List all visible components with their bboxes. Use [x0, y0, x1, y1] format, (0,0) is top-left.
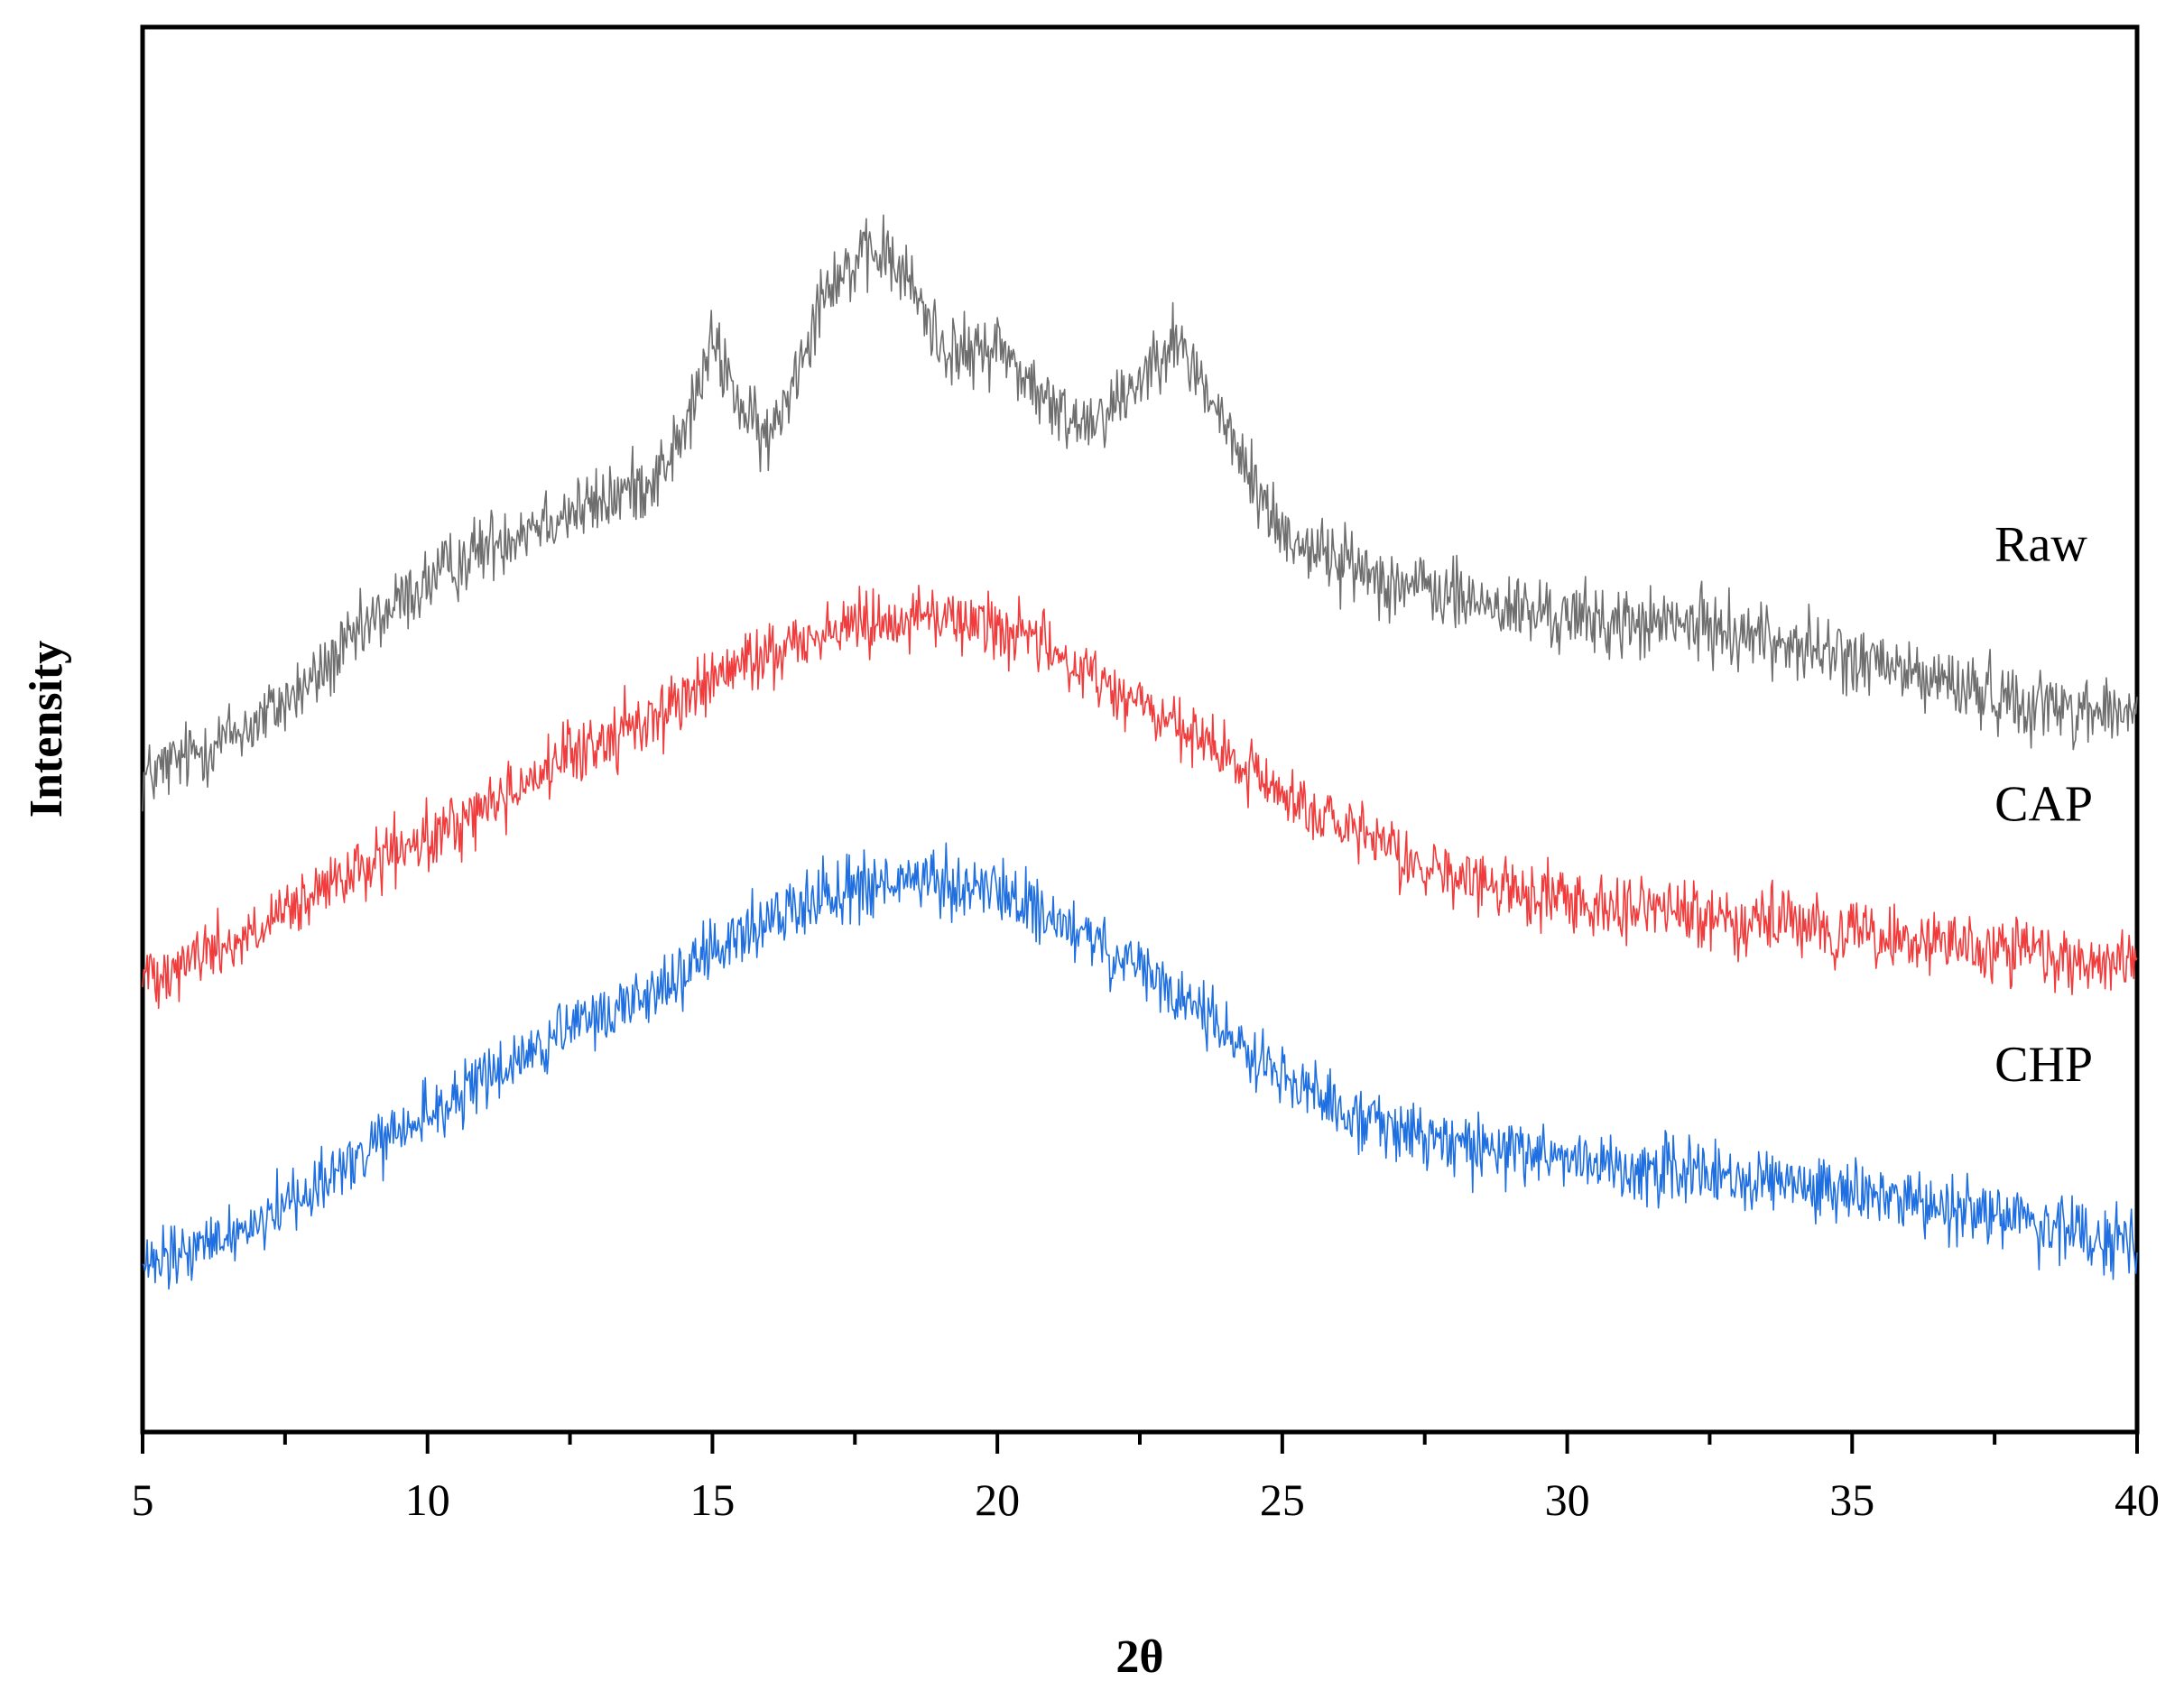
series-layer [142, 214, 2138, 1290]
x-axis-tick-labels: 5 10 15 20 25 30 35 40 [132, 1474, 2161, 1525]
series-line-chp [142, 842, 2138, 1290]
series-line-cap [142, 585, 2138, 1010]
x-tick-label: 25 [1260, 1474, 1305, 1525]
y-axis-title: Intensity [21, 641, 72, 818]
x-axis-ticks [141, 1432, 2139, 1454]
series-label-chp: CHP [1994, 1037, 2093, 1093]
x-tick-label: 40 [2115, 1474, 2160, 1525]
series-label-raw: Raw [1994, 517, 2087, 573]
series-line-raw [142, 214, 2138, 812]
plot-frame [140, 24, 2140, 1435]
series-label-cap: CAP [1994, 777, 2093, 833]
x-tick-label: 35 [1829, 1474, 1874, 1525]
x-tick-label: 10 [405, 1474, 450, 1525]
x-axis-title: 2θ [1115, 1631, 1163, 1683]
x-tick-label: 30 [1545, 1474, 1590, 1525]
x-tick-label: 15 [689, 1474, 735, 1525]
x-tick-label: 5 [132, 1474, 154, 1525]
x-tick-label: 20 [975, 1474, 1020, 1525]
series-annotations: Raw CAP CHP [1994, 517, 2093, 1093]
